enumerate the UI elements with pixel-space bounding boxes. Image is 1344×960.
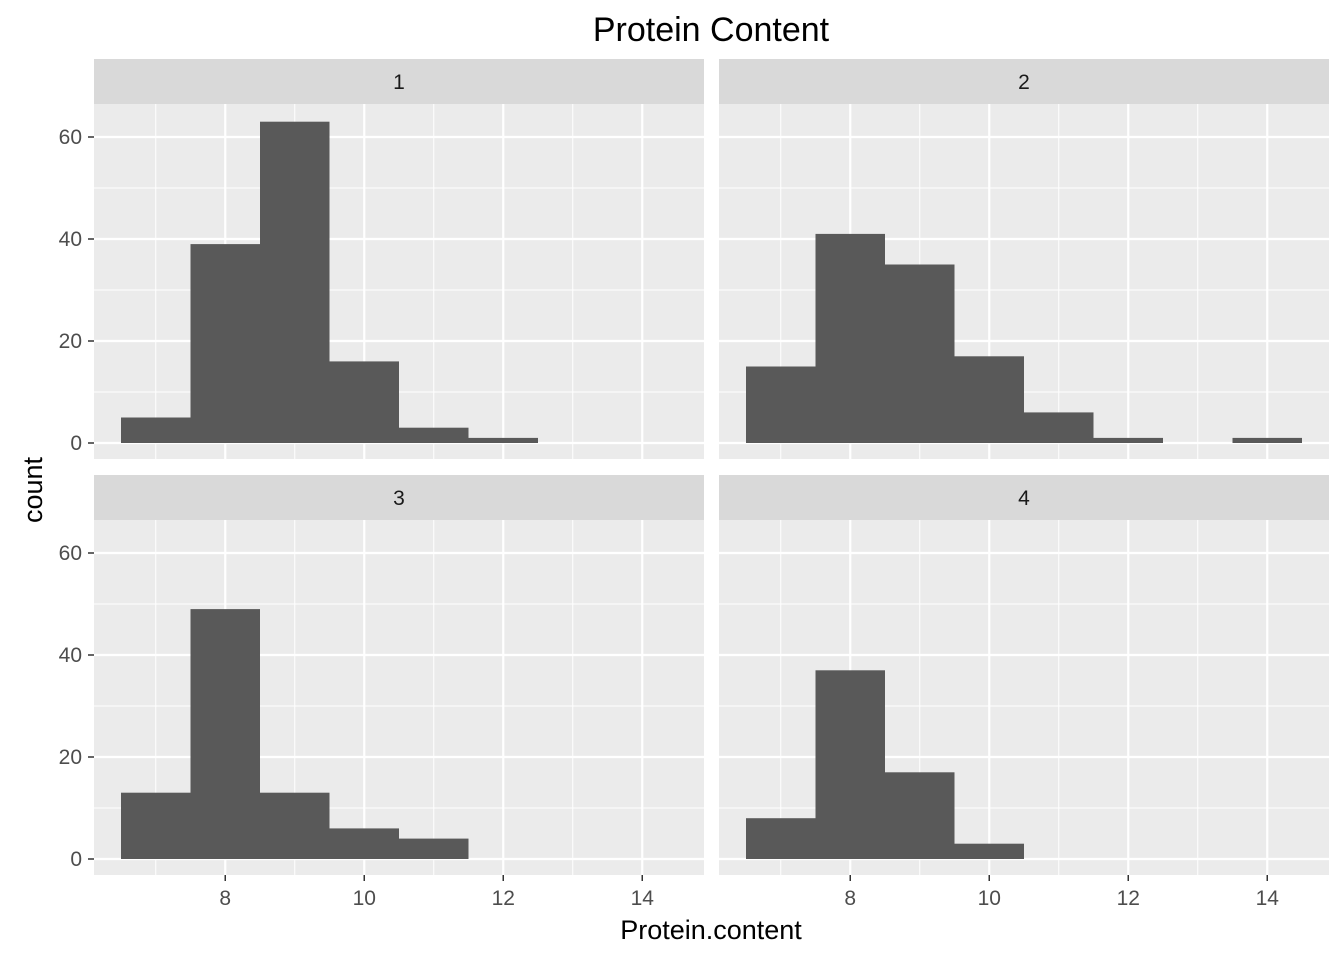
facet-strip-label: 3 (393, 487, 405, 510)
y-tick-label: 20 (59, 746, 82, 769)
facet-strip-label: 4 (1018, 487, 1030, 510)
x-tick-label: 14 (631, 887, 655, 910)
histogram-bar (399, 427, 469, 443)
facet-strip-label: 2 (1018, 71, 1030, 94)
histogram-bar (190, 244, 260, 443)
x-tick-label: 14 (1256, 887, 1280, 910)
y-tick-label: 60 (59, 542, 82, 565)
histogram-bar (746, 818, 816, 859)
histogram-bar (954, 356, 1024, 443)
y-tick-label: 40 (59, 228, 82, 251)
histogram-bar (260, 121, 330, 443)
histogram-bar (1024, 412, 1094, 443)
y-tick-label: 60 (59, 126, 82, 149)
y-tick-label: 0 (70, 432, 82, 455)
facet-strip (94, 59, 704, 104)
histogram-bar (815, 233, 885, 443)
histogram-bar (190, 609, 260, 859)
facet-panel-2: 2 (719, 59, 1329, 459)
histogram-bar (885, 772, 955, 859)
histogram-bar (399, 838, 469, 859)
facet-strip-label: 1 (393, 71, 405, 94)
histogram-bar (815, 670, 885, 859)
facet-strip (94, 475, 704, 520)
histogram-bar (885, 264, 955, 443)
y-tick-label: 0 (70, 848, 82, 871)
x-tick-label: 8 (844, 887, 856, 910)
histogram-bar (121, 417, 191, 443)
facet-panel-3: 3 0 20 40 60 8 10 12 14 (59, 475, 704, 910)
x-tick-label: 12 (1117, 887, 1140, 910)
histogram-bar (746, 366, 816, 443)
histogram-bar (121, 792, 191, 859)
x-tick-label: 12 (492, 887, 515, 910)
y-axis-label: count (18, 456, 48, 523)
y-tick-label: 20 (59, 330, 82, 353)
x-axis-label: Protein.content (620, 915, 802, 945)
facet-strip (719, 59, 1329, 104)
histogram-bar (329, 828, 399, 859)
x-tick-label: 8 (219, 887, 231, 910)
x-tick-label: 10 (978, 887, 1001, 910)
facet-panel-4: 4 8 10 12 14 (719, 475, 1329, 910)
histogram-bar (468, 437, 538, 443)
histogram-bar (260, 792, 330, 859)
histogram-bar (1232, 437, 1302, 443)
histogram-bar (329, 361, 399, 443)
x-tick-label: 10 (353, 887, 376, 910)
facet-strip (719, 475, 1329, 520)
histogram-bar (954, 843, 1024, 859)
chart-title: Protein Content (593, 11, 830, 49)
y-tick-label: 40 (59, 644, 82, 667)
facet-panel-1: 1 0 20 40 60 (59, 59, 704, 459)
histogram-bar (1093, 437, 1163, 443)
